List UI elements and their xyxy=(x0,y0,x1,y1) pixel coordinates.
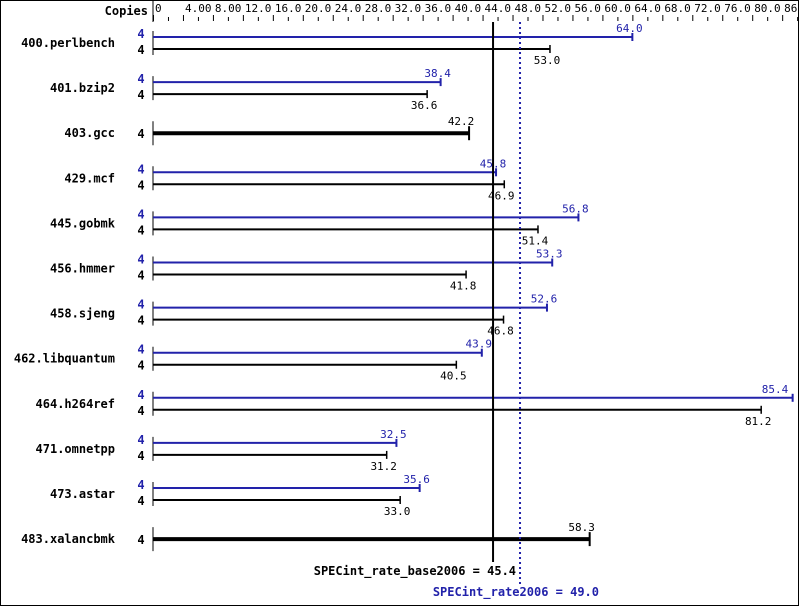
benchmark-label: 458.sjeng xyxy=(50,307,115,321)
peak-value-label: 52.6 xyxy=(531,293,558,306)
base-value-label: 58.3 xyxy=(568,521,595,534)
peak-value-label: 56.8 xyxy=(562,202,589,215)
base-value-label: 53.0 xyxy=(534,54,561,67)
peak-copies: 4 xyxy=(137,433,144,447)
peak-copies: 4 xyxy=(137,253,144,267)
base-copies: 4 xyxy=(137,88,144,102)
base-value-label: 46.8 xyxy=(487,325,514,338)
benchmark-label: 401.bzip2 xyxy=(50,81,115,95)
benchmark-label: 464.h264ref xyxy=(36,397,115,411)
base-copies: 4 xyxy=(137,223,144,237)
benchmark-label: 445.gobmk xyxy=(50,216,116,230)
benchmark-label: 400.perlbench xyxy=(21,36,115,50)
tick-label: 0 xyxy=(155,2,162,15)
peak-value-label: 85.4 xyxy=(762,383,789,396)
base-copies: 4 xyxy=(137,404,144,418)
base-value-label: 40.5 xyxy=(440,370,467,383)
tick-label: 60.0 xyxy=(604,2,631,15)
peak-value-label: 35.6 xyxy=(403,473,430,486)
peak-copies: 4 xyxy=(137,72,144,86)
peak-value-label: 64.0 xyxy=(616,22,643,35)
tick-label: 12.0 xyxy=(245,2,272,15)
tick-label: 56.0 xyxy=(574,2,601,15)
tick-label: 8.00 xyxy=(215,2,242,15)
tick-label: 64.0 xyxy=(634,2,661,15)
base-value-label: 36.6 xyxy=(411,99,438,112)
peak-copies: 4 xyxy=(137,478,144,492)
tick-label: 4.00 xyxy=(185,2,212,15)
peak-copies: 4 xyxy=(137,162,144,176)
tick-label: 68.0 xyxy=(664,2,691,15)
tick-label: 72.0 xyxy=(694,2,721,15)
peak-value-label: 32.5 xyxy=(380,428,407,441)
base-copies: 4 xyxy=(137,533,144,547)
base-value-label: 42.2 xyxy=(448,115,475,128)
tick-label: 48.0 xyxy=(515,2,542,15)
base-value-label: 41.8 xyxy=(450,280,477,293)
tick-label: 76.0 xyxy=(724,2,751,15)
tick-label: 86.0 xyxy=(784,2,799,15)
peak-value-label: 43.9 xyxy=(466,338,493,351)
base-copies: 4 xyxy=(137,359,144,373)
tick-label: 80.0 xyxy=(754,2,781,15)
tick-label: 32.0 xyxy=(395,2,422,15)
base-value-label: 31.2 xyxy=(370,460,397,473)
tick-label: 24.0 xyxy=(335,2,362,15)
peak-value-label: 53.3 xyxy=(536,248,563,261)
peak-copies: 4 xyxy=(137,27,144,41)
benchmark-label: 462.libquantum xyxy=(14,352,115,366)
base-copies: 4 xyxy=(137,314,144,328)
peak-mean-label: SPECint_rate2006 = 49.0 xyxy=(433,585,599,600)
tick-label: 44.0 xyxy=(485,2,512,15)
base-copies: 4 xyxy=(137,178,144,192)
benchmark-label: 483.xalancbmk xyxy=(21,532,116,546)
peak-copies: 4 xyxy=(137,343,144,357)
base-value-label: 33.0 xyxy=(384,505,411,518)
tick-label: 20.0 xyxy=(305,2,332,15)
benchmark-label: 403.gcc xyxy=(64,126,115,140)
copies-header: Copies xyxy=(105,4,148,18)
peak-copies: 4 xyxy=(137,207,144,221)
benchmark-label: 473.astar xyxy=(50,487,115,501)
peak-copies: 4 xyxy=(137,298,144,312)
base-value-label: 51.4 xyxy=(522,234,549,247)
base-value-label: 81.2 xyxy=(745,415,772,428)
base-copies: 4 xyxy=(137,43,144,57)
benchmark-label: 456.hmmer xyxy=(50,262,115,276)
base-mean-label: SPECint_rate_base2006 = 45.4 xyxy=(314,564,516,579)
peak-value-label: 38.4 xyxy=(424,67,451,80)
base-copies: 4 xyxy=(137,127,144,141)
benchmark-label: 429.mcf xyxy=(64,171,115,185)
tick-label: 40.0 xyxy=(455,2,482,15)
tick-label: 16.0 xyxy=(275,2,302,15)
tick-label: 36.0 xyxy=(425,2,452,15)
base-copies: 4 xyxy=(137,269,144,283)
benchmark-label: 471.omnetpp xyxy=(36,442,115,456)
base-copies: 4 xyxy=(137,449,144,463)
base-value-label: 46.9 xyxy=(488,189,515,202)
tick-label: 52.0 xyxy=(544,2,571,15)
peak-copies: 4 xyxy=(137,388,144,402)
tick-label: 28.0 xyxy=(365,2,392,15)
base-copies: 4 xyxy=(137,494,144,508)
